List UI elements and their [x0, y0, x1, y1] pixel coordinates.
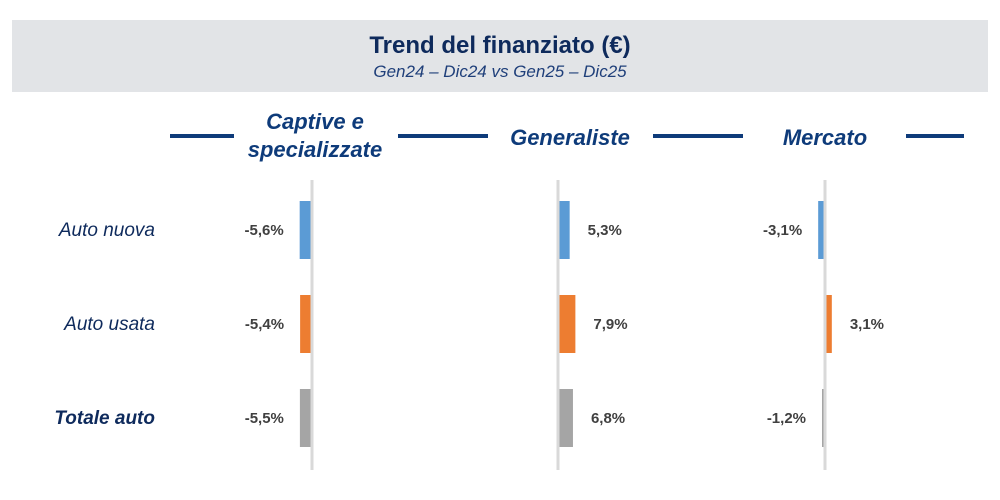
category-label-auto-usata: Auto usata — [64, 314, 155, 335]
data-label: 5,3% — [588, 222, 622, 239]
bar-1 — [300, 295, 312, 353]
data-label: -5,4% — [245, 316, 284, 333]
panel-title-captive: Captive e specializzate — [247, 109, 383, 162]
data-label: 7,9% — [593, 316, 627, 333]
chart-title: Trend del finanziato (€) — [369, 32, 631, 59]
category-label-totale-auto: Totale auto — [54, 408, 155, 429]
chart-subtitle: Gen24 – Dic24 vs Gen25 – Dic25 — [373, 62, 627, 81]
panel-title-generaliste: Generaliste — [510, 125, 630, 150]
bar-1 — [558, 295, 576, 353]
bar-0 — [818, 201, 825, 259]
divider-line — [653, 134, 743, 138]
bar-2 — [299, 389, 312, 447]
bar-2 — [558, 389, 573, 447]
data-label: -1,2% — [767, 410, 806, 427]
title-banner: Trend del finanziato (€) Gen24 – Dic24 v… — [12, 20, 988, 92]
bar-1 — [825, 295, 832, 353]
data-label: -5,5% — [245, 410, 284, 427]
data-label: 6,8% — [591, 410, 625, 427]
data-label: -3,1% — [763, 222, 802, 239]
data-label: -5,6% — [244, 222, 283, 239]
divider-line — [170, 134, 234, 138]
bar-0 — [299, 201, 312, 259]
divider-line — [906, 134, 964, 138]
data-label: 3,1% — [850, 316, 884, 333]
panel-title-mercato: Mercato — [782, 125, 868, 150]
bar-0 — [558, 201, 570, 259]
category-label-auto-nuova: Auto nuova — [58, 220, 155, 241]
divider-line — [398, 134, 488, 138]
